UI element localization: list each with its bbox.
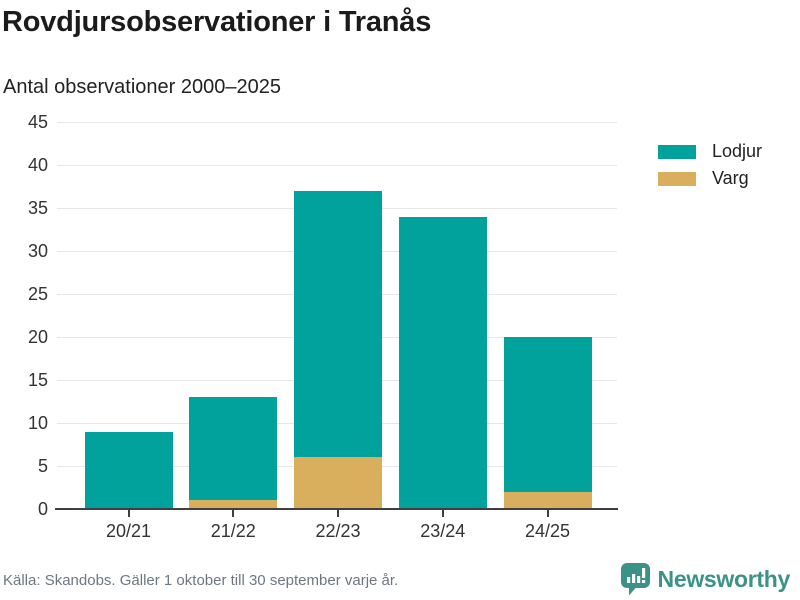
y-tick-label-40: 40 bbox=[27, 155, 48, 175]
x-tick-24-25 bbox=[546, 510, 549, 517]
x-tick-22-23 bbox=[337, 510, 339, 517]
bar-segment-varg-22-23 bbox=[294, 457, 382, 509]
legend: Lodjur Varg bbox=[658, 138, 762, 192]
x-tick-23-24 bbox=[441, 510, 444, 517]
source-note: Källa: Skandobs. Gäller 1 oktober till 3… bbox=[3, 572, 399, 589]
y-tick-label-30: 30 bbox=[27, 241, 48, 261]
chart-subtitle: Antal observationer 2000–2025 bbox=[3, 76, 281, 98]
page-title: Rovdjursobservationer i Tranås bbox=[2, 6, 432, 38]
y-tick-label-5: 5 bbox=[37, 456, 48, 476]
bar-segment-lodjur-21-22 bbox=[189, 397, 278, 501]
y-tick-label-35: 35 bbox=[27, 198, 48, 218]
x-tick-label-22-23: 22/23 bbox=[315, 521, 361, 541]
x-tick-21-22 bbox=[232, 510, 235, 517]
legend-item-varg: Varg bbox=[658, 165, 762, 192]
bar-segment-lodjur-23-24 bbox=[398, 216, 487, 509]
y-tick-label-45: 45 bbox=[27, 112, 48, 132]
x-tick-label-21-22: 21/22 bbox=[210, 521, 256, 541]
x-tick-label-20-21: 20/21 bbox=[105, 521, 152, 541]
y-tick-label-15: 15 bbox=[27, 370, 48, 390]
bar-segment-varg-21-22 bbox=[189, 500, 278, 509]
x-tick-label-23-24: 23/24 bbox=[420, 521, 466, 541]
gridline-45 bbox=[57, 122, 617, 123]
y-tick-label-25: 25 bbox=[27, 284, 48, 304]
bar-segment-varg-24-25 bbox=[503, 491, 592, 509]
newsworthy-logo-icon bbox=[620, 563, 650, 596]
legend-swatch-varg bbox=[658, 171, 696, 186]
legend-label-varg: Varg bbox=[712, 168, 749, 188]
legend-item-lodjur: Lodjur bbox=[658, 138, 762, 165]
x-axis-line bbox=[55, 508, 618, 510]
newsworthy-logo-text: Newsworthy bbox=[657, 565, 791, 592]
bar-segment-lodjur-24-25 bbox=[503, 337, 592, 492]
y-tick-label-0: 0 bbox=[37, 499, 48, 519]
x-tick-label-24-25: 24/25 bbox=[524, 521, 571, 541]
x-tick-20-21 bbox=[127, 510, 130, 517]
y-tick-label-10: 10 bbox=[27, 413, 48, 433]
newsworthy-logo: Newsworthy bbox=[620, 562, 790, 596]
bar-segment-lodjur-22-23 bbox=[294, 190, 382, 458]
y-tick-label-20: 20 bbox=[27, 327, 48, 347]
bar-segment-lodjur-20-21 bbox=[84, 431, 173, 509]
legend-swatch-lodjur bbox=[658, 144, 696, 159]
legend-label-lodjur: Lodjur bbox=[712, 141, 763, 161]
gridline-40 bbox=[57, 165, 617, 166]
